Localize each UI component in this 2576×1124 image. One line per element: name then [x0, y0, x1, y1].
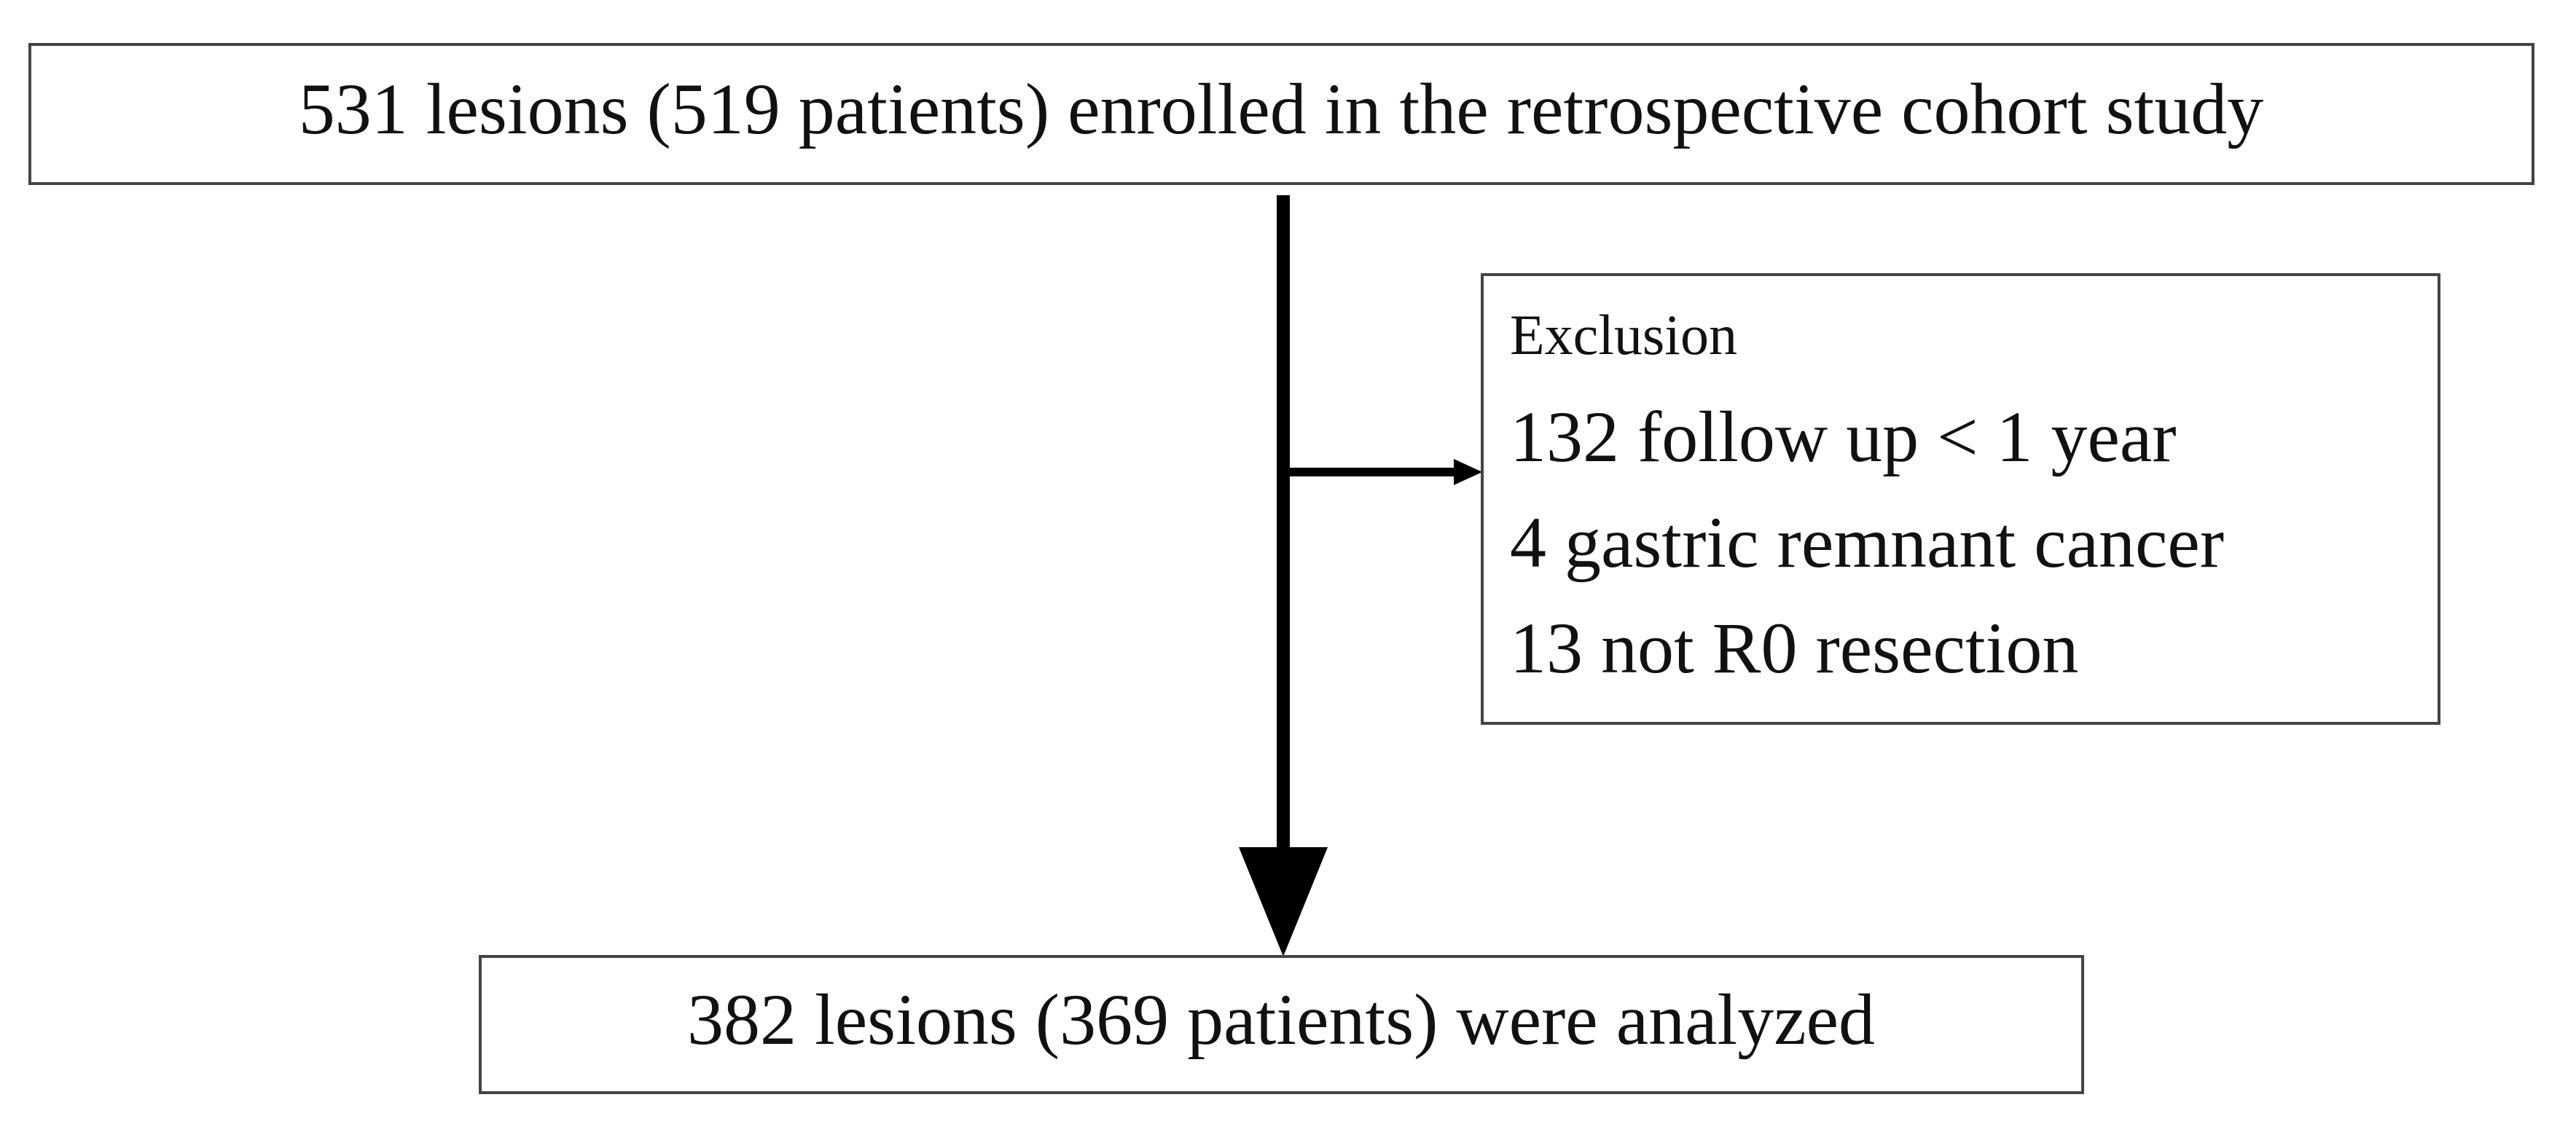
exclusion-box	[1481, 273, 2440, 725]
enrolled-label: 531 lesions (519 patients) enrolled in t…	[299, 68, 2264, 149]
enrolled-box	[28, 43, 2534, 185]
analyzed-label: 382 lesions (369 patients) were analyzed	[687, 979, 1875, 1060]
analyzed-box	[479, 955, 2084, 1094]
exclusion-title: Exclusion	[1510, 303, 1737, 366]
exclusion-item: 13 not R0 resection	[1510, 608, 2078, 688]
exclusion-item: 132 follow up < 1 year	[1510, 396, 2177, 477]
main-arrowhead	[1239, 847, 1328, 956]
exclusion-item: 4 gastric remnant cancer	[1510, 502, 2224, 583]
branch-arrowhead	[1454, 459, 1482, 485]
